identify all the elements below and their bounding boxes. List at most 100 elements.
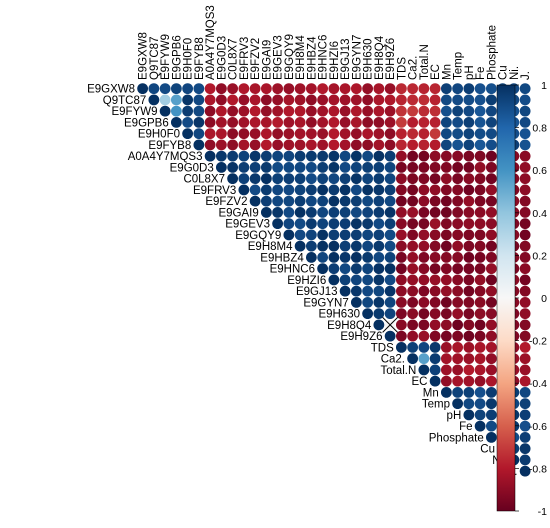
corr-cell-E9GPB6-E9GQY9: [283, 116, 295, 128]
corr-cell-E9FRV3-E9GQY9: [283, 184, 295, 196]
column-label: E9H630: [363, 38, 375, 80]
colorbar-tick-label: 0.2: [532, 250, 547, 262]
corr-cell-Mn-Phosphate: [485, 386, 497, 398]
corr-cell-E9GXW8-E9HZI6: [328, 83, 340, 95]
corr-cell-C0L8X7-E9HNC6: [317, 173, 329, 185]
corr-cell-E9HZI6-E9H8Q4: [373, 274, 385, 286]
corr-cell-E9FYW9-E9FZV2: [249, 105, 261, 117]
row-label: E9GXW8: [87, 84, 135, 96]
corr-cell-Total.N-Phosphate: [485, 364, 497, 376]
corr-cell-E9GXW8-E9GQY9: [283, 83, 295, 95]
corr-cell-E9G0D3-E9G0D3: [215, 161, 227, 173]
corr-cell-E9G0D3-EC: [429, 161, 441, 173]
corr-cell-EC-Temp: [452, 375, 464, 387]
corr-cell-E9GEV3-Total.N: [418, 218, 430, 230]
corr-cell-C0L8X7-E9FRV3: [238, 173, 250, 185]
corr-cell-E9FZV2-E9H8Q4: [373, 195, 385, 207]
row-label: E9FZV2: [205, 196, 247, 208]
corr-cell-E9GEV3-E9H8Q4: [373, 218, 385, 230]
corr-cell-E9GXW8-E9GAI9: [260, 83, 272, 95]
corr-cell-E9GPB6-E9G0D3: [215, 116, 227, 128]
corr-cell-E9H630-Total.N: [418, 308, 430, 320]
corr-cell-E9GEV3-E9HNC6: [317, 218, 329, 230]
corr-cell-E9HBZ4-Fe: [474, 251, 486, 263]
corr-cell-E9FRV3-E9GEV3: [272, 184, 284, 196]
corr-cell-E9H630-Temp: [452, 308, 464, 320]
corr-cell-E9GQY9-E9H8M4: [294, 229, 306, 241]
corr-cell-E9HBZ4-Temp: [452, 251, 464, 263]
corr-cell-E9GEV3-EC: [429, 218, 441, 230]
row-label: E9GJ13: [296, 286, 338, 298]
corr-cell-A0A4Y7MQS3-pH: [463, 150, 475, 162]
corr-cell-E9GXW8-Temp: [452, 83, 464, 95]
corr-cell-E9GPB6-E9GYN7: [350, 116, 362, 128]
corr-cell-E9GEV3-E9GQY9: [283, 218, 295, 230]
corr-cell-E9H8Q4-Total.N: [418, 319, 430, 331]
corr-cell-E9FYW9-E9FRV3: [238, 105, 250, 117]
corr-cell-E9FRV3-Temp: [452, 184, 464, 196]
corr-cell-Fe-Phosphate: [485, 420, 497, 432]
corr-cell-E9H630-E9H630: [362, 308, 374, 320]
corr-cell-Q9TC87-E9H0F0: [182, 94, 194, 106]
corr-cell-E9GJ13-pH: [463, 285, 475, 297]
column-label: C0L8X7: [228, 38, 240, 80]
corr-cell-E9FYW9-E9H8Q4: [373, 105, 385, 117]
row-label: E9GQY9: [235, 230, 281, 242]
corr-cell-E9FZV2-Mn: [440, 195, 452, 207]
corr-cell-EC-Phosphate: [485, 375, 497, 387]
corr-cell-EC-Mn: [440, 375, 452, 387]
corr-cell-E9GXW8-A0A4Y7MQS3: [204, 83, 216, 95]
corr-cell-E9H9Z6-Fe: [474, 330, 486, 342]
corr-cell-E9GXW8-E9FZV2: [249, 83, 261, 95]
corr-cell-E9FYB8-Ca2.: [407, 139, 419, 151]
corr-cell-E9H8Q4-Phosphate: [485, 319, 497, 331]
corr-cell-Q9TC87-E9H630: [362, 94, 374, 106]
corr-cell-E9H8Q4-EC: [429, 319, 441, 331]
corr-cell-E9FRV3-E9HNC6: [317, 184, 329, 196]
corr-cell-A0A4Y7MQS3-C0L8X7: [227, 150, 239, 162]
column-label: E9H8M4: [295, 35, 307, 80]
row-label: E9GYN7: [303, 297, 348, 309]
corr-cell-Q9TC87-A0A4Y7MQS3: [204, 94, 216, 106]
corr-cell-E9HZI6-E9H9Z6: [384, 274, 396, 286]
corr-cell-E9GPB6-Total.N: [418, 116, 430, 128]
column-label: E9G0D3: [216, 36, 228, 80]
corr-cell-E9FYW9-E9HBZ4: [305, 105, 317, 117]
corr-cell-Temp-J.: [519, 398, 531, 410]
corr-cell-C0L8X7-E9H8M4: [294, 173, 306, 185]
corr-cell-E9GQY9-Temp: [452, 229, 464, 241]
corr-cell-E9FYW9-pH: [463, 105, 475, 117]
corr-cell-A0A4Y7MQS3-E9GYN7: [350, 150, 362, 162]
corr-cell-E9FYW9-Mn: [440, 105, 452, 117]
corr-cell-E9H0F0-E9H8M4: [294, 128, 306, 140]
corr-cell-E9FYB8-EC: [429, 139, 441, 151]
corr-cell-E9HNC6-Ca2.: [407, 263, 419, 275]
corr-cell-E9GPB6-C0L8X7: [227, 116, 239, 128]
corr-cell-E9HZI6-Mn: [440, 274, 452, 286]
corr-cell-E9GPB6-E9H8M4: [294, 116, 306, 128]
corr-cell-E9H9Z6-Ca2.: [407, 330, 419, 342]
corr-cell-Mn-Mn: [440, 386, 452, 398]
colorbar-gradient: [496, 84, 516, 512]
row-label: Cu: [480, 444, 495, 456]
corr-cell-C0L8X7-E9H630: [362, 173, 374, 185]
corr-cell-E9FRV3-Phosphate: [485, 184, 497, 196]
column-label: A0A4Y7MQS3: [205, 5, 217, 80]
corr-cell-E9FRV3-pH: [463, 184, 475, 196]
corr-cell-E9H630-Mn: [440, 308, 452, 320]
corr-cell-E9H630-J.: [519, 308, 531, 320]
corr-cell-E9H8Q4-Fe: [474, 319, 486, 331]
corr-cell-A0A4Y7MQS3-EC: [429, 150, 441, 162]
row-label: Ca2.: [381, 354, 405, 366]
corr-cell-TDS-EC: [429, 341, 441, 353]
corr-cell-TDS-Phosphate: [485, 341, 497, 353]
corr-cell-Cu-J.: [519, 443, 531, 455]
corr-cell-Mn-J.: [519, 386, 531, 398]
corr-cell-A0A4Y7MQS3-E9HZI6: [328, 150, 340, 162]
corr-cell-E9GEV3-pH: [463, 218, 475, 230]
corr-cell-Ca2.-Fe: [474, 353, 486, 365]
corr-cell-E9GPB6-E9GPB6: [170, 116, 182, 128]
corr-cell-E9FYB8-Fe: [474, 139, 486, 151]
corr-cell-E9GPB6-E9H630: [362, 116, 374, 128]
corr-cell-E9HBZ4-Ca2.: [407, 251, 419, 263]
